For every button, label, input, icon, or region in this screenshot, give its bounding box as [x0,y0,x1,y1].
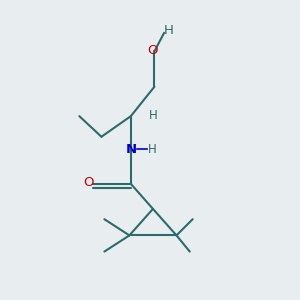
Text: H: H [148,142,156,156]
Text: N: N [125,142,136,156]
Text: H: H [148,109,157,122]
Text: O: O [147,44,158,57]
Text: O: O [83,176,94,190]
Text: H: H [164,24,174,37]
